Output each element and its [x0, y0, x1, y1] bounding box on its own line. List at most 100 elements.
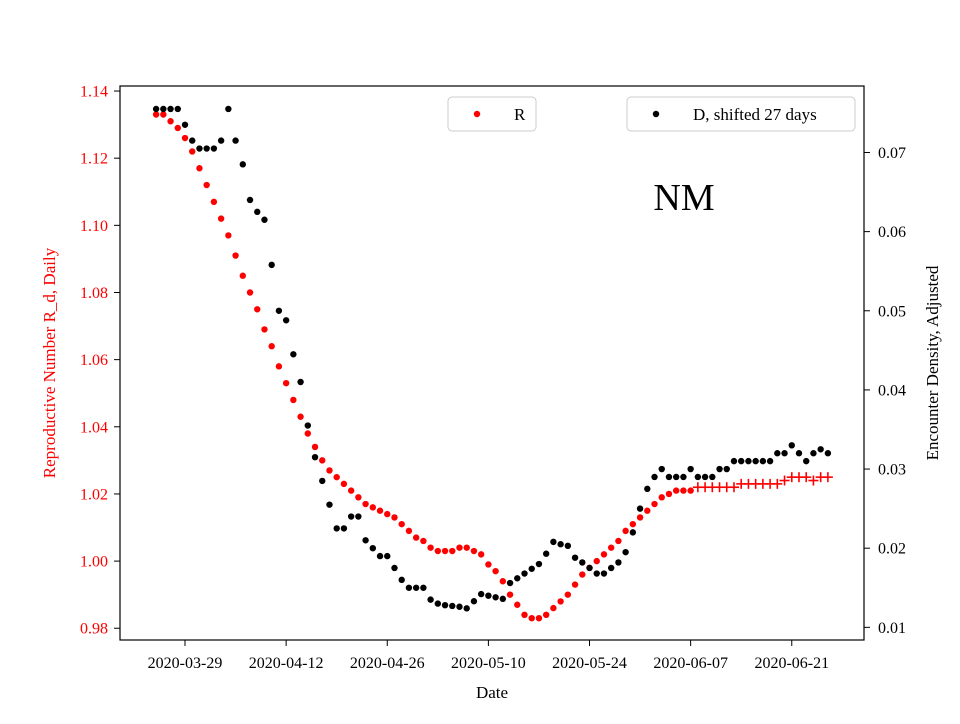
r-point: [528, 614, 535, 622]
x-axis: 2020-03-29 2020-04-12 2020-04-26 2020-05-10…: [148, 640, 829, 672]
r-point: [615, 537, 622, 545]
d-point: [290, 351, 297, 358]
legend-d-marker: [652, 110, 660, 118]
d-point: [304, 422, 312, 429]
d-point: [629, 529, 637, 536]
r-point: [779, 475, 790, 486]
d-point: [254, 208, 261, 216]
x-tick-label: 2020-03-29: [148, 655, 223, 672]
y-left-tick-label: 1.08: [80, 285, 108, 302]
r-point: [282, 379, 290, 387]
d-point: [709, 473, 716, 481]
r-point: [326, 467, 333, 474]
y-left-tick-label: 1.10: [80, 218, 108, 235]
r-point: [225, 232, 232, 239]
y-left-axis: 0.98 1.00 1.02 1.04 1.06 1.08 1.10 1.12 1.14: [80, 84, 120, 638]
legend-d: D, shifted 27 days: [626, 96, 856, 132]
d-point: [355, 513, 362, 520]
r-point: [405, 527, 413, 535]
r-point: [571, 581, 579, 588]
r-point: [550, 604, 557, 612]
r-point: [658, 494, 665, 501]
r-point: [384, 510, 391, 518]
legend-r-marker: [473, 110, 481, 118]
x-tick-label: 2020-06-07: [653, 655, 728, 672]
y-right-tick-label: 0.07: [878, 145, 906, 162]
d-point: [268, 261, 275, 269]
r-point: [680, 487, 687, 494]
x-tick-label: 2020-05-10: [451, 655, 526, 672]
r-point: [290, 396, 297, 404]
r-point: [304, 430, 312, 437]
d-point: [615, 559, 622, 566]
d-point: [774, 450, 781, 457]
y-right-tick-label: 0.02: [878, 541, 906, 558]
d-point: [174, 105, 181, 113]
data-points: [152, 105, 833, 622]
d-point: [586, 564, 593, 572]
d-point: [730, 457, 738, 465]
y-right-tick-label: 0.01: [878, 620, 906, 637]
d-point: [326, 501, 333, 508]
r-point: [636, 514, 644, 521]
d-point: [384, 552, 391, 560]
d-point: [470, 598, 478, 605]
d-point: [550, 538, 557, 546]
d-point: [217, 137, 225, 144]
d-point: [680, 473, 687, 481]
r-point: [152, 111, 160, 118]
r-point: [808, 475, 819, 486]
d-point: [528, 565, 535, 572]
d-point: [672, 473, 680, 481]
d-point: [275, 307, 283, 314]
y-right-tick-label: 0.03: [878, 462, 906, 479]
y-left-tick-label: 1.00: [80, 554, 108, 571]
r-point: [268, 343, 275, 350]
r-point: [629, 520, 637, 528]
d-point: [405, 584, 413, 591]
r-point: [644, 507, 651, 514]
r-point: [391, 514, 398, 521]
d-point: [232, 137, 239, 144]
legend-r: R: [447, 96, 537, 132]
d-point: [745, 457, 752, 465]
d-point: [521, 570, 528, 577]
r-point: [239, 272, 246, 279]
d-point: [282, 317, 290, 324]
d-point: [167, 105, 174, 113]
d-point: [781, 450, 788, 457]
r-point: [217, 215, 225, 222]
d-point: [463, 605, 470, 612]
d-point: [766, 457, 774, 465]
d-point: [427, 596, 434, 603]
d-point: [456, 603, 463, 610]
y-left-axis-label: Reproductive Number R_d, Daily: [40, 247, 59, 478]
d-point: [506, 579, 514, 587]
r-point: [535, 614, 543, 622]
y-left-tick-label: 1.02: [80, 486, 108, 503]
r-point: [275, 363, 283, 370]
r-point: [254, 306, 261, 313]
x-tick-label: 2020-06-21: [754, 655, 829, 672]
r-point: [579, 571, 586, 578]
r-point: [477, 551, 485, 558]
d-point: [564, 542, 572, 550]
d-point: [152, 105, 160, 113]
d-point: [369, 544, 377, 552]
r-point: [420, 537, 427, 545]
r-point: [492, 567, 499, 575]
d-point: [398, 576, 405, 584]
y-left-tick-label: 1.04: [80, 419, 108, 436]
d-point: [694, 473, 702, 481]
d-point: [810, 450, 817, 457]
d-point: [514, 575, 521, 582]
legend-d-box: [626, 96, 856, 132]
r-point: [728, 482, 739, 493]
r-point: [311, 443, 319, 451]
r-point: [369, 504, 377, 511]
d-point: [824, 450, 832, 457]
d-point: [593, 570, 600, 577]
d-point: [622, 548, 629, 556]
